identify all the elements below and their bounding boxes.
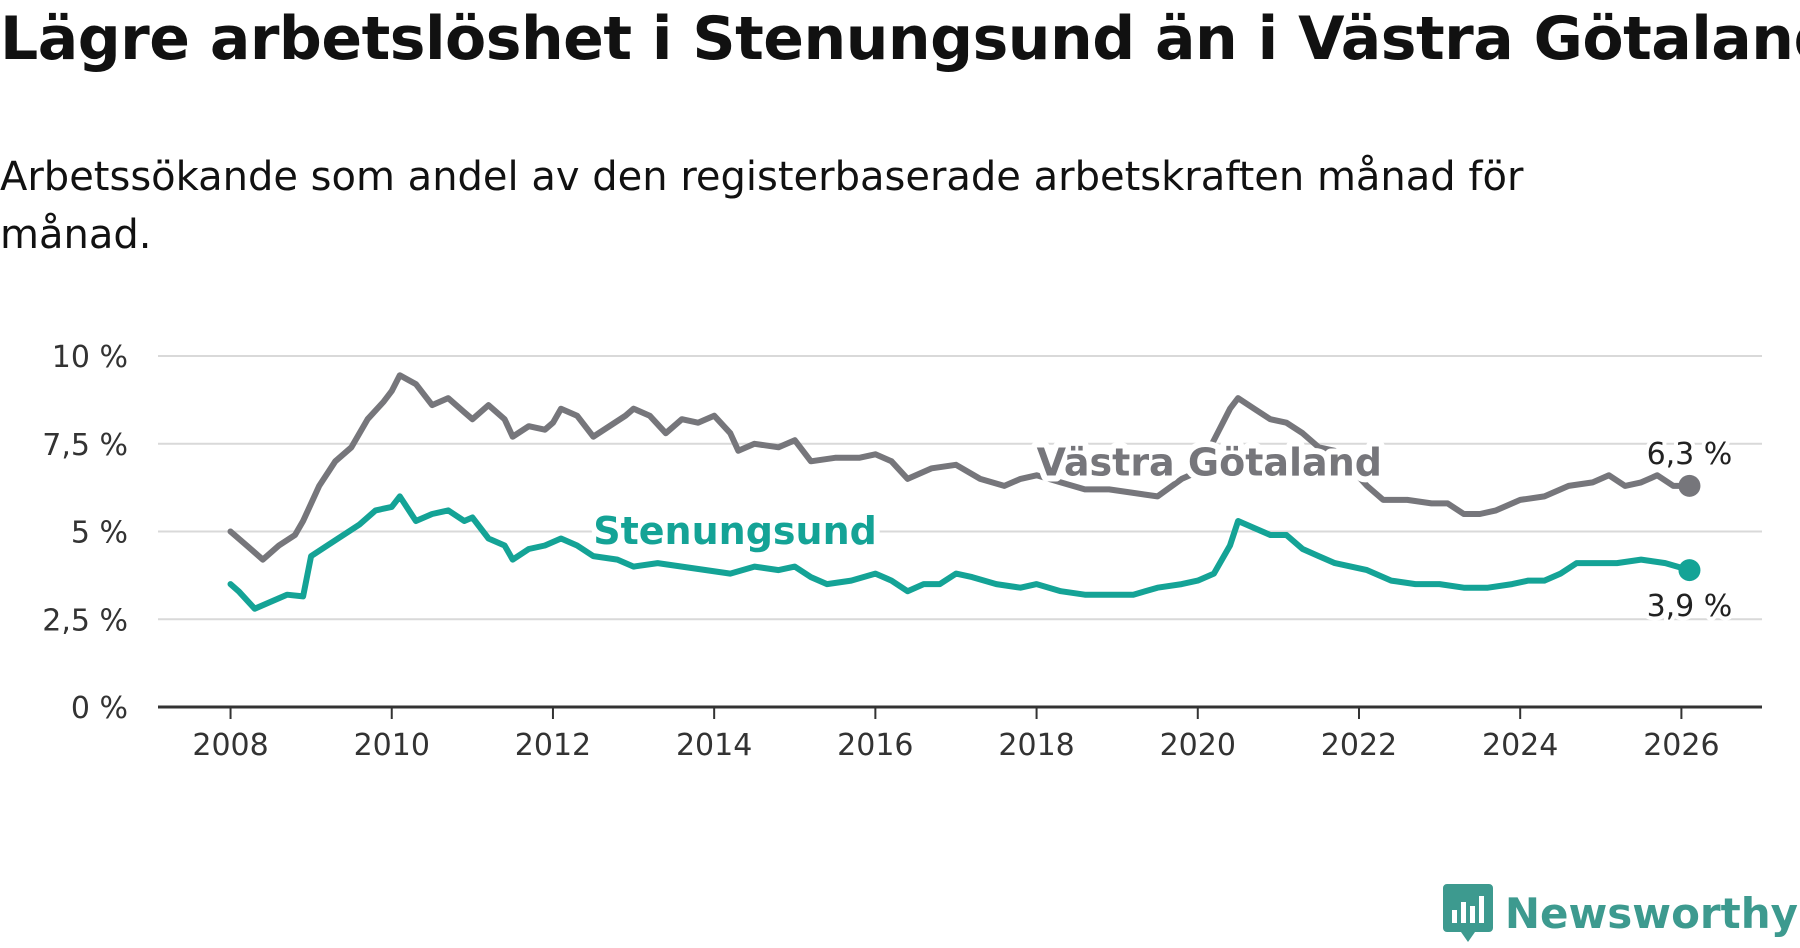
y-tick-label: 2,5 % [42,603,128,638]
series-line-v-stra-g-taland [227,372,1693,563]
y-gridlines [158,355,1762,621]
x-tick-label: 2026 [1643,728,1719,763]
chart-subtitle: Arbetssökande som andel av den registerb… [0,154,1524,258]
series-label-stenungsund: Stenungsund [593,509,877,553]
y-tick-label: 7,5 % [42,428,128,463]
x-tick-label: 2014 [676,728,752,763]
brand-name: Newsworthy [1504,888,1798,938]
x-tick-label: 2018 [998,728,1074,763]
end-marker-stenungsund [1678,559,1701,582]
x-tick-label: 2012 [515,728,591,763]
series-lines [227,372,1701,612]
chart-title: Lägre arbetslöshet i Stenungsund än i Vä… [0,4,1800,74]
brand-logo: Newsworthy [1442,884,1798,942]
line-chart: 0 % 2,5 % 5 % 7,5 % 10 % 2008 2010 2012 2014 201… [42,340,1762,763]
y-tick-label: 10 % [52,340,128,375]
x-axis-ticks: 2008 2010 2012 2014 2016 2018 2020 2022 2024 2026 [192,707,1720,763]
y-tick-label: 0 % [71,691,128,726]
end-label-stenungsund: 3,9 % [1647,589,1733,624]
series-label-v-stra-g-taland: Västra Götaland [1037,440,1382,484]
series-labels: Västra Götaland 6,3 % Stenungsund 3,9 % [587,433,1736,628]
x-tick-label: 2016 [837,728,913,763]
y-tick-label: 5 % [71,516,128,551]
x-tick-label: 2024 [1482,728,1558,763]
series-line-stenungsund [227,493,1693,612]
x-tick-label: 2020 [1160,728,1236,763]
end-label-v-stra-g-taland: 6,3 % [1647,437,1733,472]
y-axis-ticks: 0 % 2,5 % 5 % 7,5 % 10 % [42,340,128,726]
newsworthy-logo-icon [1442,884,1493,942]
x-tick-label: 2022 [1321,728,1397,763]
x-tick-label: 2008 [192,728,268,763]
x-tick-label: 2010 [354,728,430,763]
end-marker-v-stra-g-taland [1678,474,1701,497]
